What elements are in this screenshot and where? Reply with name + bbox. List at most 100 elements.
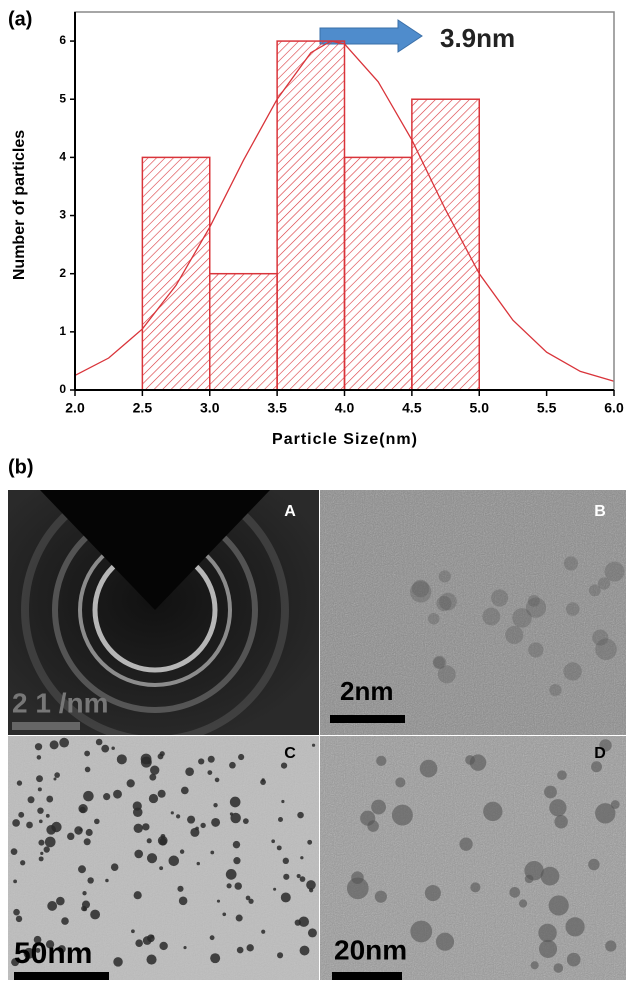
particle	[45, 813, 50, 818]
bar	[209, 272, 278, 391]
x-tick-label: 6.0	[604, 400, 624, 416]
particle	[524, 874, 534, 884]
particle	[211, 817, 221, 827]
particle	[170, 811, 174, 815]
image-noise	[320, 490, 626, 735]
particle	[16, 780, 23, 786]
particle	[604, 561, 625, 582]
bar	[343, 156, 413, 391]
scale-bar	[14, 972, 109, 980]
particle	[271, 839, 276, 844]
particle	[298, 916, 310, 927]
particle	[592, 629, 609, 646]
particle	[207, 770, 213, 775]
particle	[549, 799, 567, 817]
particle	[391, 804, 413, 826]
x-tick-label: 2.0	[65, 400, 85, 416]
particle	[133, 891, 142, 900]
particle	[544, 785, 557, 799]
scale-bar	[12, 722, 80, 730]
particle	[276, 845, 282, 851]
particle	[307, 839, 313, 845]
particle	[538, 939, 558, 958]
particle	[491, 589, 509, 607]
particle	[553, 963, 564, 973]
particle	[433, 656, 446, 669]
particle	[47, 901, 58, 911]
particle	[428, 612, 440, 625]
particle	[549, 684, 562, 697]
y-tick-label: 0	[59, 382, 66, 396]
particle	[307, 928, 317, 938]
y-tick-label: 5	[59, 91, 66, 105]
particle	[159, 866, 164, 871]
particle	[367, 820, 379, 832]
particle	[157, 753, 164, 760]
particle	[34, 743, 43, 751]
particle	[283, 873, 290, 880]
particle	[210, 953, 221, 964]
particle	[439, 592, 457, 611]
particle	[18, 811, 25, 818]
image-letter: B	[594, 503, 606, 520]
particle	[226, 883, 232, 889]
y-axis-label: Number of particles	[11, 130, 28, 280]
image-noise	[320, 736, 626, 980]
particle	[196, 861, 200, 866]
particle	[195, 826, 199, 831]
particle	[135, 939, 143, 947]
particle	[103, 793, 111, 801]
particle	[11, 958, 20, 967]
particle	[563, 556, 578, 571]
particle	[588, 584, 601, 597]
particle	[157, 789, 166, 798]
particle	[82, 891, 87, 896]
particle	[10, 848, 18, 855]
image-letter: A	[284, 503, 296, 520]
particle	[595, 803, 616, 824]
particle	[281, 799, 285, 804]
particle	[306, 880, 316, 890]
particle	[242, 818, 249, 825]
particle	[557, 770, 567, 781]
particle	[598, 577, 611, 590]
particle	[470, 882, 481, 893]
particle	[299, 945, 310, 956]
particle	[565, 602, 580, 616]
particle	[95, 738, 103, 746]
particle	[148, 793, 159, 804]
particle	[51, 821, 62, 833]
particle	[230, 812, 241, 824]
particle	[222, 912, 227, 917]
particle	[605, 940, 617, 952]
particle	[200, 822, 206, 829]
bar	[411, 98, 480, 391]
particle	[53, 777, 57, 781]
particle	[187, 815, 196, 824]
particle	[233, 857, 241, 865]
image-noise	[8, 736, 319, 980]
particle	[160, 833, 166, 839]
panel-label: (a)	[8, 8, 32, 30]
particle	[116, 754, 127, 765]
particle	[83, 838, 91, 846]
particle	[214, 777, 220, 783]
particle	[225, 869, 237, 880]
particle	[35, 947, 41, 953]
particle	[210, 850, 215, 855]
particle	[273, 887, 277, 891]
particles	[10, 556, 625, 973]
x-tick-label: 4.5	[402, 400, 422, 416]
particle	[588, 858, 600, 871]
image-letter: C	[284, 745, 296, 762]
particle	[376, 755, 387, 766]
particle	[59, 737, 70, 748]
particle	[20, 860, 26, 866]
particle	[232, 840, 241, 849]
particle	[87, 877, 94, 884]
particle	[371, 799, 386, 815]
particle	[79, 806, 86, 813]
x-tick-label: 2.5	[133, 400, 153, 416]
particle	[229, 796, 241, 808]
